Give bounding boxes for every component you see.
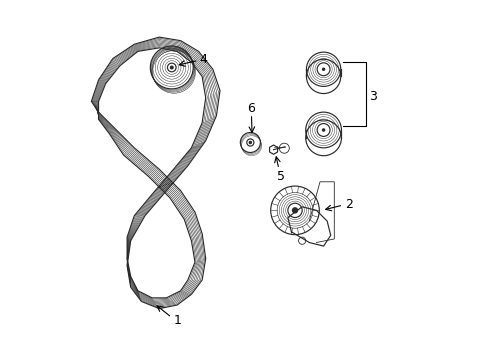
Text: 3: 3	[369, 90, 377, 103]
Circle shape	[322, 68, 324, 70]
Circle shape	[322, 129, 325, 131]
Text: 5: 5	[277, 170, 285, 183]
Text: 6: 6	[247, 102, 255, 115]
Circle shape	[249, 141, 251, 144]
Text: 2: 2	[345, 198, 353, 211]
Text: 4: 4	[199, 53, 207, 66]
Circle shape	[293, 208, 297, 213]
Circle shape	[171, 66, 173, 69]
Text: 1: 1	[173, 314, 181, 327]
